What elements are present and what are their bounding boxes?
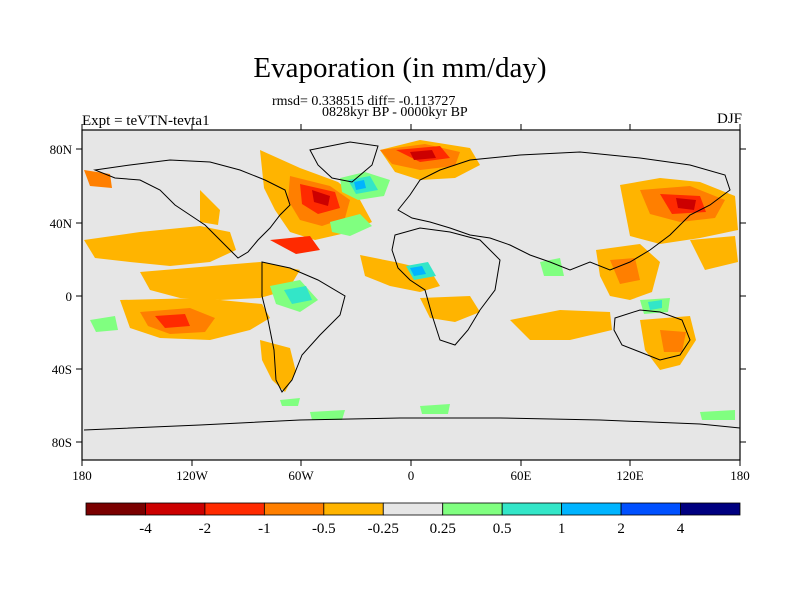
y-tick-label: 40S	[52, 362, 72, 377]
experiment-label: Expt = teVTN-tevta1	[82, 113, 210, 129]
colorbar-label: -1	[258, 521, 271, 537]
colorbar-swatch	[501, 502, 563, 516]
season-label: DJF	[716, 111, 742, 127]
y-tick-label: 40N	[50, 216, 73, 231]
coastlines	[83, 141, 740, 431]
y-tick-label: 80S	[52, 435, 72, 450]
x-tick-label: 180	[730, 468, 750, 483]
colorbar-label: 4	[677, 521, 685, 537]
colorbar-swatch	[442, 502, 503, 516]
colorbar-label: 2	[617, 521, 625, 537]
colorbar-label: -4	[139, 521, 152, 537]
colorbar-label: -0.5	[312, 521, 336, 537]
x-tick-label: 180	[72, 468, 92, 483]
x-tick-label: 60E	[511, 468, 532, 483]
x-tick-label: 120E	[616, 468, 644, 483]
colorbar-label: -0.25	[368, 521, 399, 537]
colorbar-swatch	[680, 502, 741, 516]
plot-title: Evaporation (in mm/day)	[253, 52, 547, 84]
colorbar-swatch	[323, 502, 384, 516]
axis-ticks	[76, 124, 746, 466]
colorbar-swatch	[85, 502, 146, 516]
colorbar-swatch	[263, 502, 325, 516]
colorbar-swatch	[620, 502, 681, 516]
colorbar-labels: -4 -2 -1 -0.5 -0.25 0.25 0.5 1 2 4	[139, 521, 685, 537]
colorbar-label: 1	[558, 521, 566, 537]
y-tick-label: 0	[66, 289, 73, 304]
colorbar-swatch	[145, 502, 206, 516]
colorbar-swatch	[561, 502, 622, 516]
colorbar-swatch	[382, 502, 444, 516]
colorbar-label: 0.25	[430, 521, 456, 537]
colorbar	[85, 502, 741, 516]
x-tick-label: 120W	[176, 468, 209, 483]
subtitle-period: 0828kyr BP - 0000kyr BP	[322, 105, 468, 120]
colorbar-label: -2	[199, 521, 212, 537]
evaporation-anomaly-field	[83, 140, 740, 431]
colorbar-label: 0.5	[493, 521, 512, 537]
colorbar-swatch	[204, 502, 265, 516]
x-tick-label: 60W	[288, 468, 314, 483]
y-tick-label: 80N	[50, 142, 73, 157]
x-tick-label: 0	[408, 468, 415, 483]
subtitle-stats: rmsd= 0.338515 diff= -0.113727	[272, 94, 456, 109]
